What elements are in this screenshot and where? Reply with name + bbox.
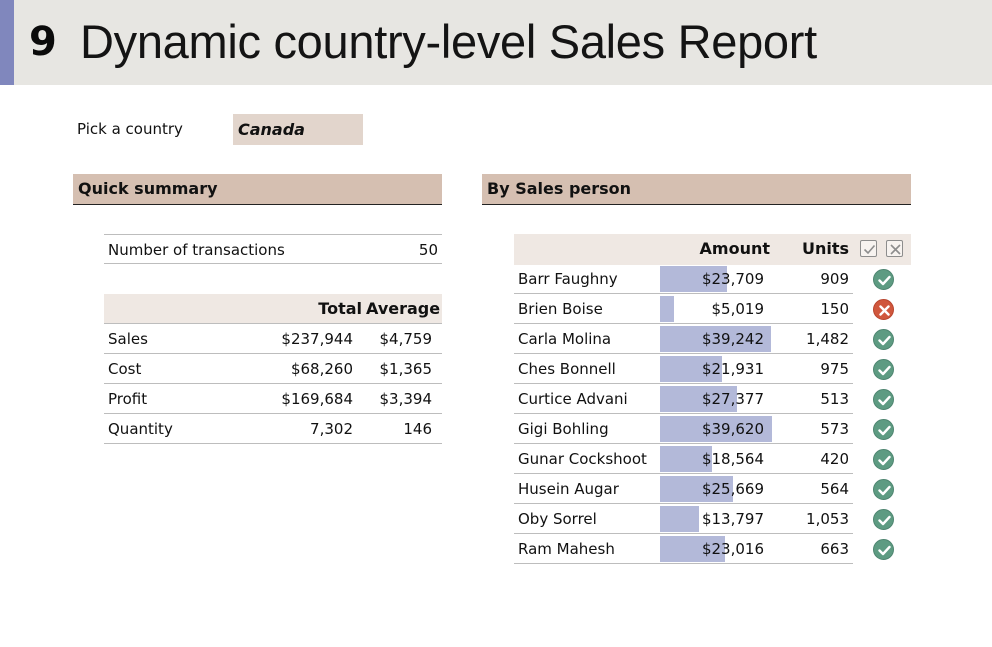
transactions-label: Number of transactions	[108, 241, 285, 259]
cross-filter-icon[interactable]	[886, 240, 903, 257]
sales-person-units: 1,053	[806, 510, 849, 528]
sales-person-amount: $23,016	[701, 540, 764, 558]
check-circle-icon	[873, 539, 894, 560]
summary-row-average: 146	[403, 420, 432, 438]
sales-person-units: 975	[820, 360, 849, 378]
report-number: 9	[29, 19, 57, 65]
sales-person-name: Curtice Advani	[518, 390, 628, 408]
summary-row-label: Profit	[108, 390, 148, 408]
summary-row-total: 7,302	[310, 420, 353, 438]
sales-person-units: 1,482	[806, 330, 849, 348]
sales-person-amount: $5,019	[711, 300, 765, 318]
quick-summary-heading: Quick summary	[73, 174, 442, 205]
check-circle-icon	[873, 389, 894, 410]
sales-col-units: Units	[801, 239, 849, 258]
sales-person-amount: $27,377	[701, 390, 764, 408]
amount-data-bar	[660, 266, 727, 292]
sales-person-name: Husein Augar	[518, 480, 619, 498]
sales-person-amount: $21,931	[701, 360, 764, 378]
sales-person-row: Ches Bonnell $21,931 975	[514, 354, 894, 384]
amount-data-bar	[660, 296, 674, 322]
report-title: Dynamic country-level Sales Report	[80, 15, 817, 68]
country-picker-label: Pick a country	[77, 120, 183, 138]
sales-person-row: Curtice Advani $27,377 513	[514, 384, 894, 414]
amount-data-bar	[660, 536, 725, 562]
sales-person-name: Oby Sorrel	[518, 510, 597, 528]
sales-person-units: 663	[820, 540, 849, 558]
summary-table-header: Total Average	[104, 294, 442, 324]
summary-col-average: Average	[366, 299, 441, 318]
sales-col-amount: Amount	[699, 239, 770, 258]
sales-person-amount: $39,620	[701, 420, 764, 438]
check-circle-icon	[873, 509, 894, 530]
check-circle-icon	[873, 419, 894, 440]
summary-row-total: $169,684	[281, 390, 353, 408]
transactions-value: 50	[418, 241, 438, 259]
by-sales-person-heading: By Sales person	[482, 174, 911, 205]
sales-person-name: Carla Molina	[518, 330, 612, 348]
summary-row: Profit $169,684 $3,394	[104, 384, 442, 414]
x-circle-icon	[873, 299, 894, 320]
sales-person-name: Ches Bonnell	[518, 360, 616, 378]
check-circle-icon	[873, 359, 894, 380]
amount-data-bar	[660, 356, 722, 382]
amount-data-bar	[660, 506, 699, 532]
summary-row-label: Quantity	[108, 420, 173, 438]
check-circle-icon	[873, 329, 894, 350]
sales-person-row: Brien Boise $5,019 150	[514, 294, 894, 324]
summary-row-total: $68,260	[290, 360, 353, 378]
sales-person-units: 420	[820, 450, 849, 468]
sales-person-row: Husein Augar $25,669 564	[514, 474, 894, 504]
sales-person-row: Gunar Cockshoot $18,564 420	[514, 444, 894, 474]
check-circle-icon	[873, 269, 894, 290]
sales-person-units: 150	[820, 300, 849, 318]
sales-table-header: Amount Units	[514, 234, 911, 265]
summary-col-total: Total	[318, 299, 362, 318]
summary-row: Cost $68,260 $1,365	[104, 354, 442, 384]
summary-row: Quantity 7,302 146	[104, 414, 442, 444]
summary-row-label: Cost	[108, 360, 142, 378]
summary-row-total: $237,944	[281, 330, 353, 348]
check-circle-icon	[873, 479, 894, 500]
sales-person-amount: $25,669	[701, 480, 764, 498]
check-circle-icon	[873, 449, 894, 470]
summary-row-average: $3,394	[379, 390, 433, 408]
sales-person-row: Oby Sorrel $13,797 1,053	[514, 504, 894, 534]
country-picker-input[interactable]: Canada	[233, 114, 363, 145]
sales-person-units: 573	[820, 420, 849, 438]
sales-person-row: Barr Faughny $23,709 909	[514, 264, 894, 294]
amount-data-bar	[660, 446, 712, 472]
summary-row-label: Sales	[108, 330, 148, 348]
sales-person-units: 909	[820, 270, 849, 288]
summary-row-average: $4,759	[379, 330, 433, 348]
amount-data-bar	[660, 476, 733, 502]
sales-person-amount: $39,242	[701, 330, 764, 348]
sales-person-amount: $18,564	[701, 450, 764, 468]
sales-person-units: 513	[820, 390, 849, 408]
summary-row: Sales $237,944 $4,759	[104, 324, 442, 354]
header-accent-bar	[0, 0, 14, 85]
sales-person-amount: $13,797	[701, 510, 764, 528]
sales-person-row: Ram Mahesh $23,016 663	[514, 534, 894, 564]
amount-data-bar	[660, 326, 771, 352]
sales-person-name: Barr Faughny	[518, 270, 618, 288]
sales-person-row: Gigi Bohling $39,620 573	[514, 414, 894, 444]
check-filter-icon[interactable]	[860, 240, 877, 257]
summary-row-average: $1,365	[379, 360, 433, 378]
sales-person-amount: $23,709	[701, 270, 764, 288]
sales-person-name: Gigi Bohling	[518, 420, 609, 438]
amount-data-bar	[660, 386, 737, 412]
report-header: 9 Dynamic country-level Sales Report	[0, 0, 992, 85]
sales-person-name: Ram Mahesh	[518, 540, 615, 558]
sales-person-name: Gunar Cockshoot	[518, 450, 647, 468]
amount-data-bar	[660, 416, 772, 442]
sales-person-row: Carla Molina $39,242 1,482	[514, 324, 894, 354]
sales-person-units: 564	[820, 480, 849, 498]
transactions-row: Number of transactions 50	[104, 234, 442, 264]
sales-person-name: Brien Boise	[518, 300, 603, 318]
